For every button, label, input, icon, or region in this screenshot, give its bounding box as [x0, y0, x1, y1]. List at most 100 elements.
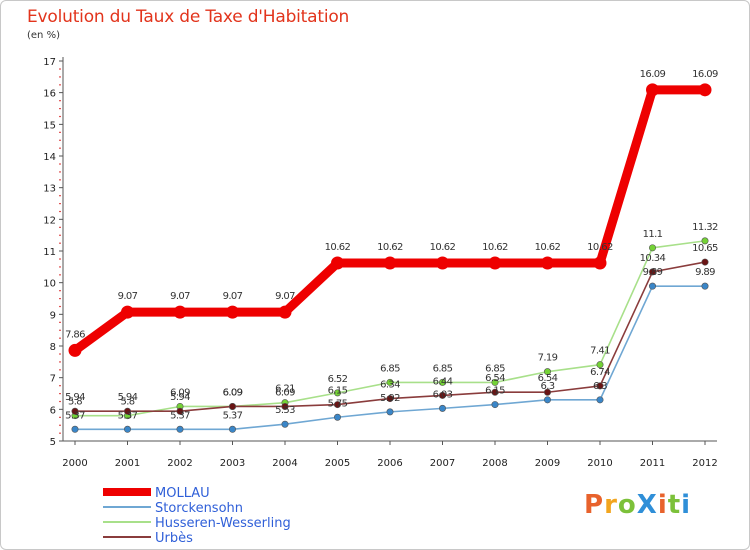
data-label: 6.09 [275, 387, 295, 398]
data-point [124, 407, 132, 415]
y-tick-label: 15 [43, 120, 56, 131]
data-label: 9.07 [170, 291, 190, 302]
data-point [701, 258, 709, 266]
data-point [383, 256, 397, 270]
x-tick-label: 2012 [692, 458, 717, 469]
x-tick-label: 2006 [377, 458, 402, 469]
data-point [176, 425, 184, 433]
data-label: 6.85 [485, 363, 505, 374]
data-point [438, 391, 446, 399]
data-point [491, 388, 499, 396]
y-minor-tick [59, 68, 61, 70]
y-minor-tick [59, 400, 61, 403]
data-label: 9.07 [118, 291, 138, 302]
data-point [68, 343, 82, 357]
data-label: 6.54 [538, 373, 558, 384]
data-point [176, 407, 184, 415]
y-minor-tick [59, 139, 61, 141]
x-tick-label: 2011 [640, 458, 665, 469]
data-label: 5.37 [170, 410, 190, 421]
y-minor-tick [59, 361, 61, 363]
y-tick-label: 5 [50, 437, 56, 448]
y-minor-tick [59, 305, 61, 308]
data-point [173, 305, 187, 319]
y-minor-tick [59, 393, 61, 395]
data-label: 7.19 [538, 353, 558, 364]
proxiti-logo: ProXiti [584, 490, 691, 520]
data-label: 16.09 [692, 69, 718, 80]
data-label: 10.34 [640, 253, 666, 264]
y-minor-tick [59, 115, 61, 118]
y-minor-tick [59, 242, 61, 244]
data-label: 6.54 [485, 373, 505, 384]
y-minor-tick [59, 298, 61, 300]
data-point [648, 282, 656, 290]
data-label: 6.52 [328, 374, 348, 385]
data-point [648, 244, 656, 252]
y-tick-label: 6 [50, 405, 56, 416]
data-label: 5.37 [65, 410, 85, 421]
data-point [646, 83, 659, 97]
x-tick-label: 2010 [587, 458, 612, 469]
y-minor-tick [59, 337, 61, 339]
chart-unit-label: (en %) [27, 30, 60, 41]
y-tick-label: 12 [43, 215, 56, 226]
y-minor-tick [59, 258, 61, 260]
data-label: 10.62 [325, 242, 351, 253]
y-minor-tick [59, 131, 61, 133]
legend-label: Husseren-Wesserling [155, 516, 291, 531]
y-tick-label: 14 [43, 152, 56, 163]
y-minor-tick [59, 416, 61, 418]
y-minor-tick [59, 432, 61, 434]
data-point [543, 396, 551, 404]
data-point [438, 404, 446, 412]
data-label: 7.41 [590, 346, 610, 357]
data-label: 10.62 [587, 242, 613, 253]
y-minor-tick [59, 171, 61, 173]
data-label: 6.34 [380, 380, 400, 391]
data-label: 9.07 [275, 291, 295, 302]
data-label: 5.92 [380, 393, 400, 404]
x-tick-label: 2000 [62, 458, 87, 469]
chart-title: Evolution du Taux de Taxe d'Habitation [27, 7, 350, 27]
data-point [386, 395, 394, 403]
data-label: 5.8 [68, 397, 82, 408]
data-label: 6.85 [380, 363, 400, 374]
y-tick-label: 9 [50, 310, 56, 321]
data-label: 5.75 [328, 398, 348, 409]
data-label: 9.89 [695, 267, 715, 278]
data-point [541, 256, 554, 270]
data-point [281, 402, 289, 410]
x-tick-label: 2005 [325, 458, 350, 469]
data-label: 6.09 [170, 387, 190, 398]
data-label: 9.07 [223, 291, 243, 302]
data-point [596, 382, 604, 390]
data-point [281, 420, 289, 428]
logo-letter: r [604, 490, 618, 520]
y-minor-tick [59, 234, 61, 236]
data-label: 6.09 [223, 387, 243, 398]
data-point [543, 368, 551, 376]
data-point [386, 378, 394, 386]
y-minor-tick [59, 210, 61, 213]
data-point [436, 256, 449, 270]
y-minor-tick [59, 266, 61, 268]
x-tick-label: 2001 [115, 458, 140, 469]
y-tick-label: 8 [50, 342, 56, 353]
data-label: 6.09 [223, 387, 243, 398]
data-point [488, 256, 502, 270]
y-minor-tick [59, 226, 61, 228]
x-tick-label: 2008 [482, 458, 507, 469]
y-minor-tick [59, 100, 61, 102]
data-label: 5.94 [65, 392, 85, 403]
data-label: 6.74 [590, 367, 610, 378]
legend-label: Urbès [155, 531, 193, 546]
data-point [596, 361, 604, 369]
x-tick-label: 2004 [272, 458, 297, 469]
legend-label: Storckensohn [155, 501, 243, 516]
data-point [543, 388, 551, 396]
data-label: 6.03 [433, 389, 453, 400]
data-label: 10.65 [692, 243, 718, 254]
data-label: 5.8 [120, 397, 134, 408]
